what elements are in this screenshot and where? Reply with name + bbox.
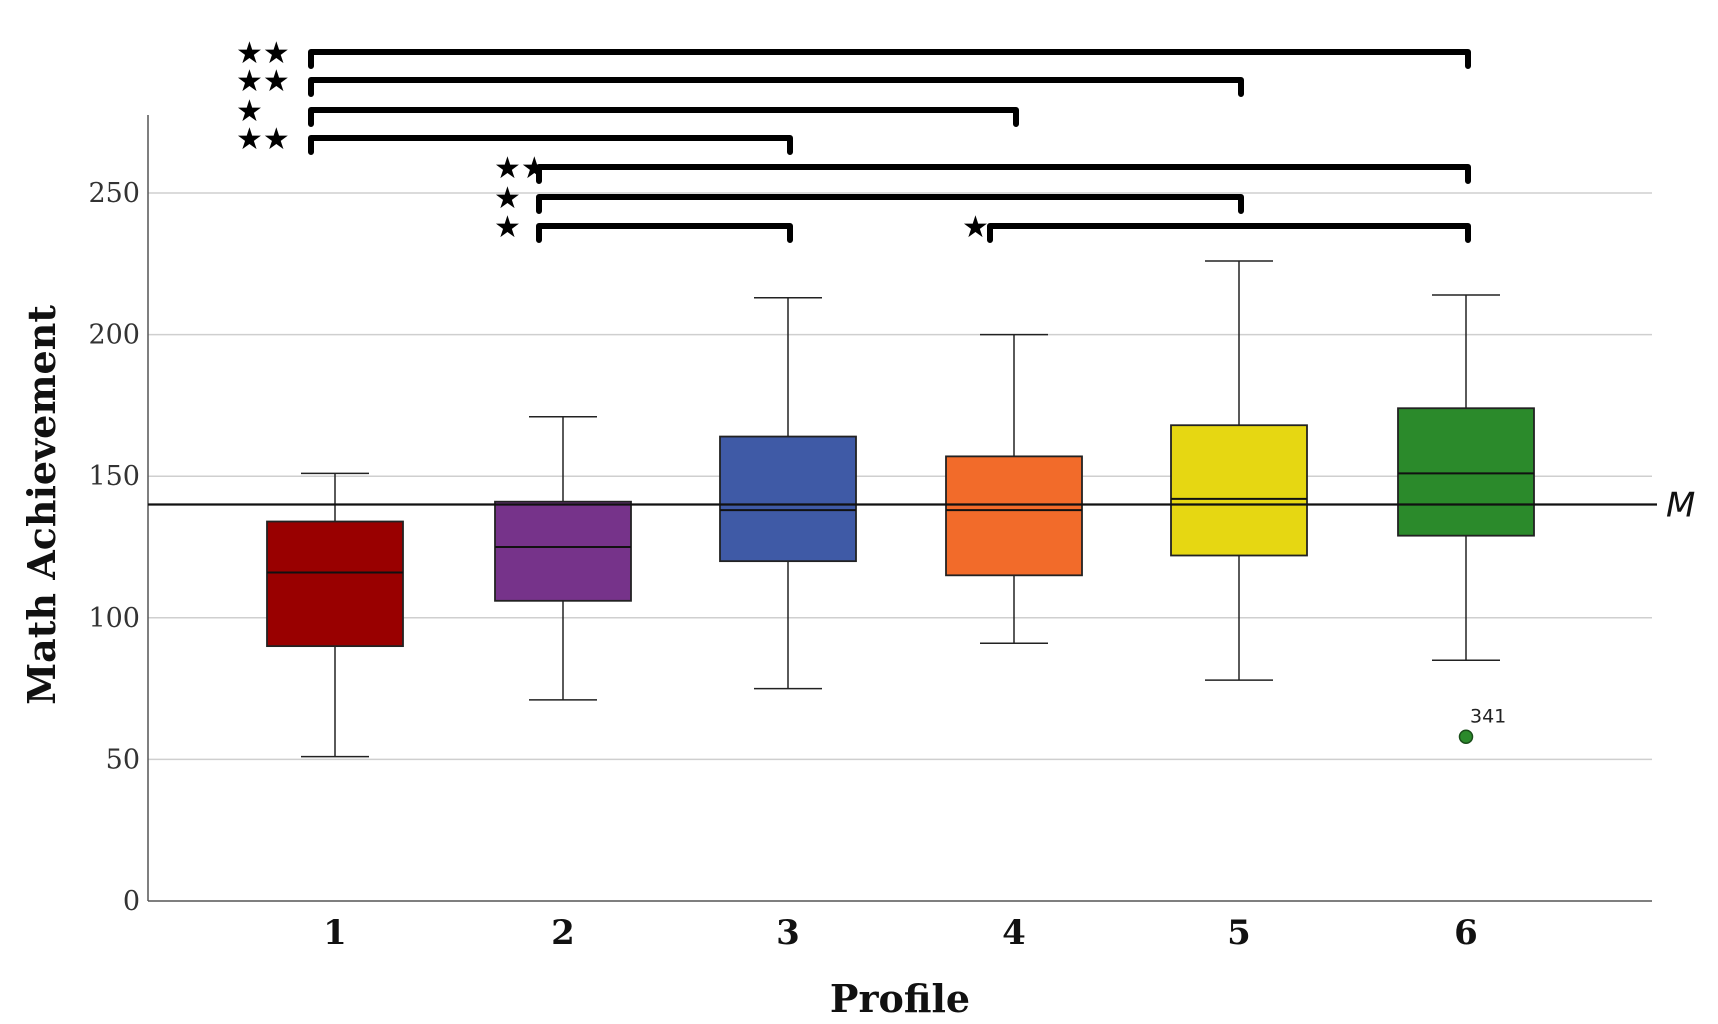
significance-stars: ★ [236, 94, 263, 129]
sig-bracket-1-6: ★★ [236, 36, 1471, 71]
box-iqr [1170, 424, 1308, 557]
box-iqr [945, 455, 1083, 577]
y-tick-label: 50 [106, 744, 140, 775]
box-group-6 [1397, 294, 1535, 662]
box-iqr [266, 520, 404, 648]
sig-bracket-1-3: ★★ [236, 122, 793, 157]
box-iqr [719, 435, 857, 563]
x-category-label: 3 [776, 913, 800, 953]
sig-bracket-2-3: ★ [494, 210, 793, 245]
outlier-point [1458, 729, 1474, 744]
significance-stars: ★★ [236, 122, 290, 157]
mean-label: M [1666, 486, 1695, 526]
x-axis-title: Profile [830, 976, 970, 1021]
mean-reference: M [148, 486, 1695, 526]
significance-stars: ★★ [236, 64, 290, 99]
bracket-line [536, 194, 1244, 214]
box-iqr [1397, 407, 1535, 537]
x-category-labels: 1 2 3 4 5 6 [323, 913, 1478, 953]
sig-bracket-1-4: ★ [236, 94, 1019, 129]
significance-stars: ★★ [494, 151, 548, 186]
significance-stars: ★ [494, 210, 521, 245]
sig-bracket-4-6: ★ [962, 210, 1471, 245]
y-tick-label: 150 [88, 461, 140, 492]
x-category-label: 1 [323, 913, 347, 953]
x-category-label: 2 [551, 913, 575, 953]
y-tick-label: 0 [123, 886, 140, 917]
outliers: 341 [1458, 706, 1506, 744]
significance-stars: ★ [962, 210, 989, 245]
box-group-3 [719, 297, 857, 690]
outlier-label: 341 [1470, 706, 1506, 728]
box-group-5 [1170, 260, 1308, 681]
sig-bracket-2-6: ★★ [494, 151, 1471, 186]
x-category-label: 6 [1454, 913, 1478, 953]
significance-stars: ★ [494, 181, 521, 216]
significance-stars: ★★ [236, 36, 290, 71]
bracket-line [308, 135, 793, 155]
y-tick-label: 100 [88, 603, 140, 634]
x-category-label: 4 [1002, 913, 1026, 953]
box-group-4 [945, 333, 1083, 645]
bracket-line [987, 223, 1471, 243]
y-tick-label: 200 [88, 320, 140, 351]
boxes [266, 260, 1535, 758]
bracket-line [536, 223, 793, 243]
box-group-2 [494, 415, 632, 701]
bracket-line [308, 107, 1019, 127]
sig-bracket-2-5: ★ [494, 181, 1244, 216]
bracket-line [308, 49, 1471, 69]
box-group-1 [266, 472, 404, 758]
significance-brackets: ★★★★★★★★★★★ ★ [236, 36, 1471, 245]
bracket-line [536, 164, 1471, 184]
x-category-label: 5 [1227, 913, 1251, 953]
box-iqr [494, 500, 632, 602]
sig-bracket-1-5: ★★ [236, 64, 1244, 99]
y-axis-title: Math Achievement [19, 305, 64, 705]
y-tick-label: 250 [88, 178, 140, 209]
y-tick-labels: 0 50 100 150 200 250 [88, 178, 140, 917]
bracket-line [308, 77, 1244, 97]
